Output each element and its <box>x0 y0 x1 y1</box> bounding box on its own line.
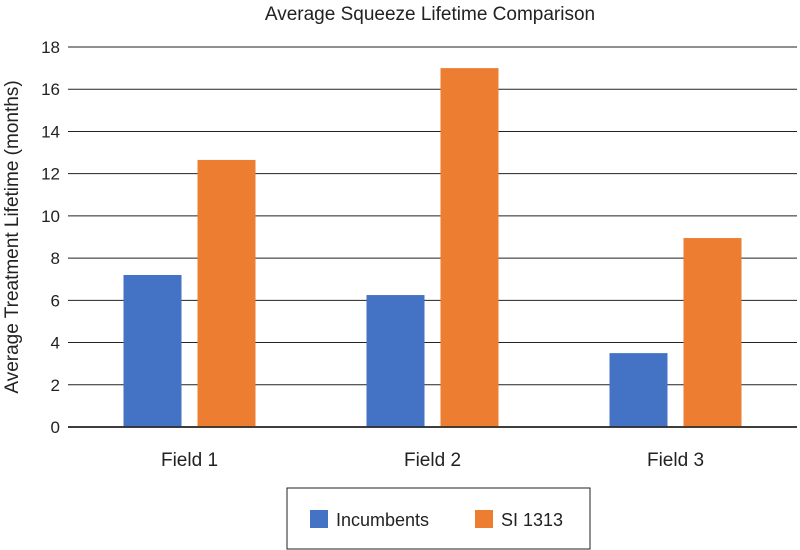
y-tick-labels: 0 2 4 6 8 10 12 14 16 18 <box>41 38 60 437</box>
legend-swatch-incumbents <box>310 510 328 528</box>
x-category-labels: Field 1 Field 2 Field 3 <box>161 450 704 471</box>
y-tick-label-2: 2 <box>51 376 60 395</box>
chart-title: Average Squeeze Lifetime Comparison <box>265 4 595 25</box>
y-axis-label: Average Treatment Lifetime (months) <box>2 80 23 393</box>
y-tick-label-14: 14 <box>41 122 60 141</box>
legend-label-si-1313: SI 1313 <box>501 510 563 530</box>
y-tick-label-10: 10 <box>41 207 60 226</box>
bar-si-1313-field-3 <box>683 238 742 427</box>
y-tick-label-12: 12 <box>41 165 60 184</box>
y-tick-label-0: 0 <box>51 418 60 437</box>
legend-swatch-si-1313 <box>475 510 493 528</box>
bar-si-1313-field-2 <box>440 68 499 427</box>
bar-incumbents-field-2 <box>366 295 425 427</box>
y-tick-label-6: 6 <box>51 291 60 310</box>
y-tick-label-16: 16 <box>41 80 60 99</box>
legend: Incumbents SI 1313 <box>286 487 591 550</box>
legend-frame <box>286 487 591 550</box>
x-category-label: Field 3 <box>647 450 704 471</box>
x-category-label: Field 1 <box>161 450 218 471</box>
y-tick-label-4: 4 <box>51 334 60 353</box>
bar-incumbents-field-1 <box>123 275 182 427</box>
bar-si-1313-field-1 <box>197 159 256 427</box>
y-tick-label-18: 18 <box>41 38 60 57</box>
gridlines <box>68 46 797 428</box>
bar-incumbents-field-3 <box>609 353 668 427</box>
bars <box>68 68 797 428</box>
legend-label-incumbents: Incumbents <box>336 510 429 530</box>
x-category-label: Field 2 <box>404 450 461 471</box>
y-tick-label-8: 8 <box>51 249 60 268</box>
